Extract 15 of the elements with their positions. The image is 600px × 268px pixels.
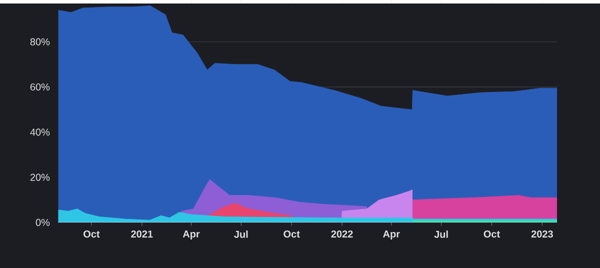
x-tick-label: Apr	[383, 230, 400, 240]
x-tick-label: Oct	[484, 230, 500, 238]
y-tick-label: 20%	[30, 174, 50, 181]
x-tick-label: Apr	[182, 230, 200, 240]
x-tick-label: Jul	[234, 230, 248, 238]
x-tick-label: 2021	[131, 230, 153, 238]
x-tick-label: 2023	[531, 230, 553, 238]
y-tick-label: 80%	[30, 38, 50, 46]
y-tick-label: 0%	[36, 218, 50, 226]
x-tick-label: Oct	[284, 230, 300, 238]
x-tick-label: Oct	[84, 230, 100, 238]
y-tick-label: 40%	[30, 128, 50, 136]
x-tick-label: Jul	[434, 230, 448, 238]
y-tick-label: 60%	[30, 83, 50, 90]
x-tick-label: 2022	[331, 230, 353, 238]
